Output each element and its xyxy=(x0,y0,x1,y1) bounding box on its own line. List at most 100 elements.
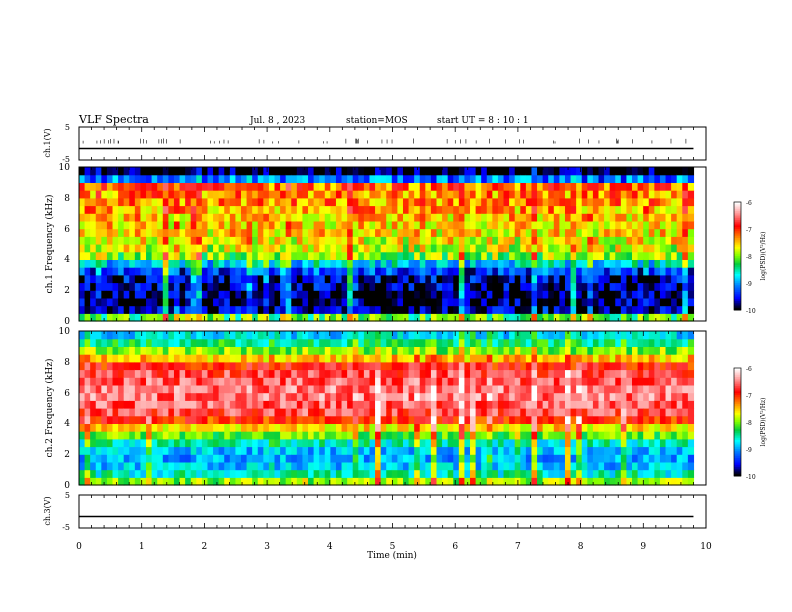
spectrogram-cell xyxy=(324,423,331,432)
spectrogram-cell xyxy=(542,190,549,199)
spectrogram-cell xyxy=(408,220,415,230)
spectrogram-cell xyxy=(157,415,164,424)
spectrogram-cell xyxy=(598,377,605,386)
spectrogram-cell xyxy=(162,415,169,424)
spectrogram-cell xyxy=(559,384,566,394)
spectrogram-cell xyxy=(235,477,242,486)
spectrogram-cell xyxy=(564,377,572,386)
spectrogram-cell xyxy=(190,259,197,268)
spectrogram-cell xyxy=(95,400,102,409)
spectrogram-cell xyxy=(101,282,108,291)
spectrogram-cell xyxy=(140,297,147,307)
spectrogram-cell xyxy=(520,236,527,245)
spectrogram-cell xyxy=(240,346,248,355)
spectrogram-cell xyxy=(581,182,588,191)
spectrogram-cell xyxy=(520,346,527,355)
spectrogram-cell xyxy=(548,290,555,299)
spectrogram-cell xyxy=(162,297,169,307)
spectrogram-cell xyxy=(246,346,253,355)
spectrogram-cell xyxy=(587,197,594,207)
spectrogram-cell xyxy=(509,423,516,432)
spectrogram-cell xyxy=(207,415,214,424)
spectrogram-cell xyxy=(173,400,181,409)
spectrogram-cell xyxy=(157,236,164,245)
spectrogram-cell xyxy=(235,259,242,268)
spectrogram-cell xyxy=(604,431,611,440)
spectrogram-cell xyxy=(162,423,169,432)
spectrogram-cell xyxy=(319,477,326,486)
spectrogram-cell xyxy=(185,305,192,314)
spectrogram-cell xyxy=(106,167,114,176)
spectrogram-cell xyxy=(514,182,521,191)
spectrogram-cell xyxy=(397,213,404,222)
spectrogram-cell xyxy=(637,361,644,371)
spectrogram-cell xyxy=(352,197,359,207)
spectrogram-cell xyxy=(313,282,320,291)
spectrogram-cell xyxy=(570,190,577,199)
spectrogram-cell xyxy=(604,346,611,355)
spectrogram-cell xyxy=(380,290,387,299)
spectrogram-cell xyxy=(520,408,527,417)
spectrogram-cell xyxy=(190,469,197,478)
spectrogram-cell xyxy=(453,190,460,199)
spectrogram-cell xyxy=(196,267,203,276)
spectrogram-cell xyxy=(453,384,460,394)
spectrogram-cell xyxy=(123,213,130,222)
spectrogram-cell xyxy=(397,167,404,176)
spectrogram-cell xyxy=(79,361,86,371)
spectrogram-cell xyxy=(587,384,594,394)
spectrogram-cell xyxy=(285,236,292,245)
spectrogram-cell xyxy=(196,167,203,176)
spectrogram-cell xyxy=(564,205,572,214)
spectrogram-cell xyxy=(553,369,560,378)
spectrogram-cell xyxy=(291,469,298,478)
spectrogram-cell xyxy=(341,461,348,471)
spectrogram-cell xyxy=(402,259,410,268)
spectrogram-cell xyxy=(319,197,326,207)
spectrogram-cell xyxy=(604,205,611,214)
spectrogram-cell xyxy=(386,236,393,245)
spectrogram-cell xyxy=(140,354,147,363)
spectrogram-cell xyxy=(79,197,86,207)
spectrogram-cell xyxy=(134,415,142,424)
spectrogram-cell xyxy=(201,469,209,478)
spectrogram-cell xyxy=(687,220,695,230)
spectrogram-cell xyxy=(425,338,432,347)
spectrogram-cell xyxy=(168,274,175,284)
colorbar-step xyxy=(734,295,741,298)
spectrogram-cell xyxy=(486,431,493,440)
spectrogram-cell xyxy=(313,346,320,355)
spectrogram-cell xyxy=(391,259,399,268)
spectrogram-cell xyxy=(665,290,672,299)
spectrogram-cell xyxy=(173,236,181,245)
spectrogram-cell xyxy=(458,305,466,314)
spectrogram-cell xyxy=(425,454,432,463)
spectrogram-cell xyxy=(90,236,97,245)
spectrogram-cell xyxy=(509,197,516,207)
spectrogram-cell xyxy=(375,331,382,340)
spectrogram-cell xyxy=(604,220,611,230)
spectrogram-cell xyxy=(207,446,214,455)
spectrogram-cell xyxy=(134,251,142,260)
spectrogram-cell xyxy=(408,461,415,471)
spectrogram-cell xyxy=(525,205,533,214)
spectrogram-cell xyxy=(84,415,91,424)
spectrogram-cell xyxy=(648,354,655,363)
spectrogram-cell xyxy=(592,446,600,455)
spectrogram-cell xyxy=(324,384,331,394)
spectrogram-cell xyxy=(146,182,153,191)
spectrogram-cell xyxy=(375,220,382,230)
spectrogram-cell xyxy=(453,415,460,424)
spectrogram-cell xyxy=(537,305,544,314)
spectrogram-cell xyxy=(453,438,460,448)
spectrogram-cell xyxy=(659,392,667,401)
spectrogram-cell xyxy=(503,454,510,463)
spectrogram-cell xyxy=(514,282,521,291)
spectrogram-cell xyxy=(442,305,449,314)
spectrogram-cell xyxy=(162,313,169,322)
spectrogram-cell xyxy=(503,220,510,230)
spectrogram-cell xyxy=(643,415,650,424)
spectrogram-cell xyxy=(112,354,119,363)
spectrogram-cell xyxy=(363,361,371,371)
spectrogram-cell xyxy=(481,313,488,322)
